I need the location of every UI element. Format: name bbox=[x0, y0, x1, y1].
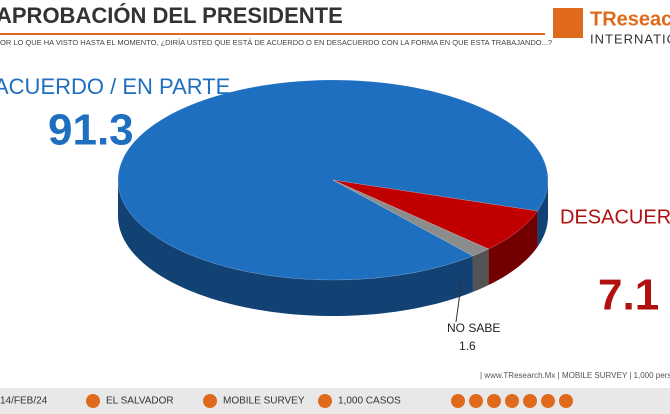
value-label: 1.6 bbox=[459, 339, 476, 353]
social-icon[interactable] bbox=[523, 394, 537, 408]
social-icon[interactable] bbox=[487, 394, 501, 408]
icon bbox=[86, 394, 100, 408]
footer-note: | www.TResearch.Mx | MOBILE SURVEY | 1,0… bbox=[480, 371, 670, 380]
leader-line bbox=[455, 277, 463, 323]
slice-label: NO SABE bbox=[447, 321, 500, 335]
chart-title: APROBACIÓN DEL PRESIDENTE bbox=[0, 3, 343, 28]
icon bbox=[203, 394, 217, 408]
chart-subtitle: OR LO QUE HA VISTO HASTA EL MOMENTO, ¿DI… bbox=[0, 38, 552, 47]
social-icon[interactable] bbox=[541, 394, 555, 408]
social-icon[interactable] bbox=[451, 394, 465, 408]
pie bbox=[117, 79, 549, 316]
social-icon[interactable] bbox=[505, 394, 519, 408]
footer-place: EL SALVADOR bbox=[106, 396, 174, 407]
slice-label: DESACUERDO / EN PARTE bbox=[560, 206, 670, 228]
logo-sub: INTERNATIONA bbox=[590, 31, 670, 46]
slice-label: ACUERDO / EN PARTE bbox=[0, 74, 230, 99]
icon bbox=[318, 394, 332, 408]
slice bbox=[117, 79, 549, 281]
social-icon[interactable] bbox=[559, 394, 573, 408]
social-icon[interactable] bbox=[469, 394, 483, 408]
slice-side bbox=[537, 180, 548, 248]
slice-side bbox=[118, 180, 473, 316]
footer-date: 14/FEB/24 bbox=[0, 396, 48, 407]
side-shade bbox=[118, 180, 473, 316]
logo-name: TReseach bbox=[590, 8, 670, 30]
slice-side bbox=[472, 249, 489, 292]
side-shade bbox=[537, 180, 548, 248]
value-label: 7.1 bbox=[598, 271, 659, 320]
footer-bar bbox=[0, 388, 670, 414]
slice bbox=[332, 179, 490, 257]
slice bbox=[332, 179, 538, 250]
footer-sample: 1,000 CASOS bbox=[338, 396, 401, 407]
value-label: 91.3 bbox=[48, 106, 134, 155]
logo: TReseach INTERNATIONA bbox=[553, 8, 670, 46]
slice-side bbox=[488, 211, 538, 286]
footer-method: MOBILE SURVEY bbox=[223, 396, 305, 407]
side-shade bbox=[472, 249, 489, 292]
footer: 14/FEB/24 EL SALVADOR MOBILE SURVEY 1,00… bbox=[0, 394, 573, 408]
logo-icon bbox=[553, 8, 583, 38]
side-shade bbox=[488, 211, 538, 286]
